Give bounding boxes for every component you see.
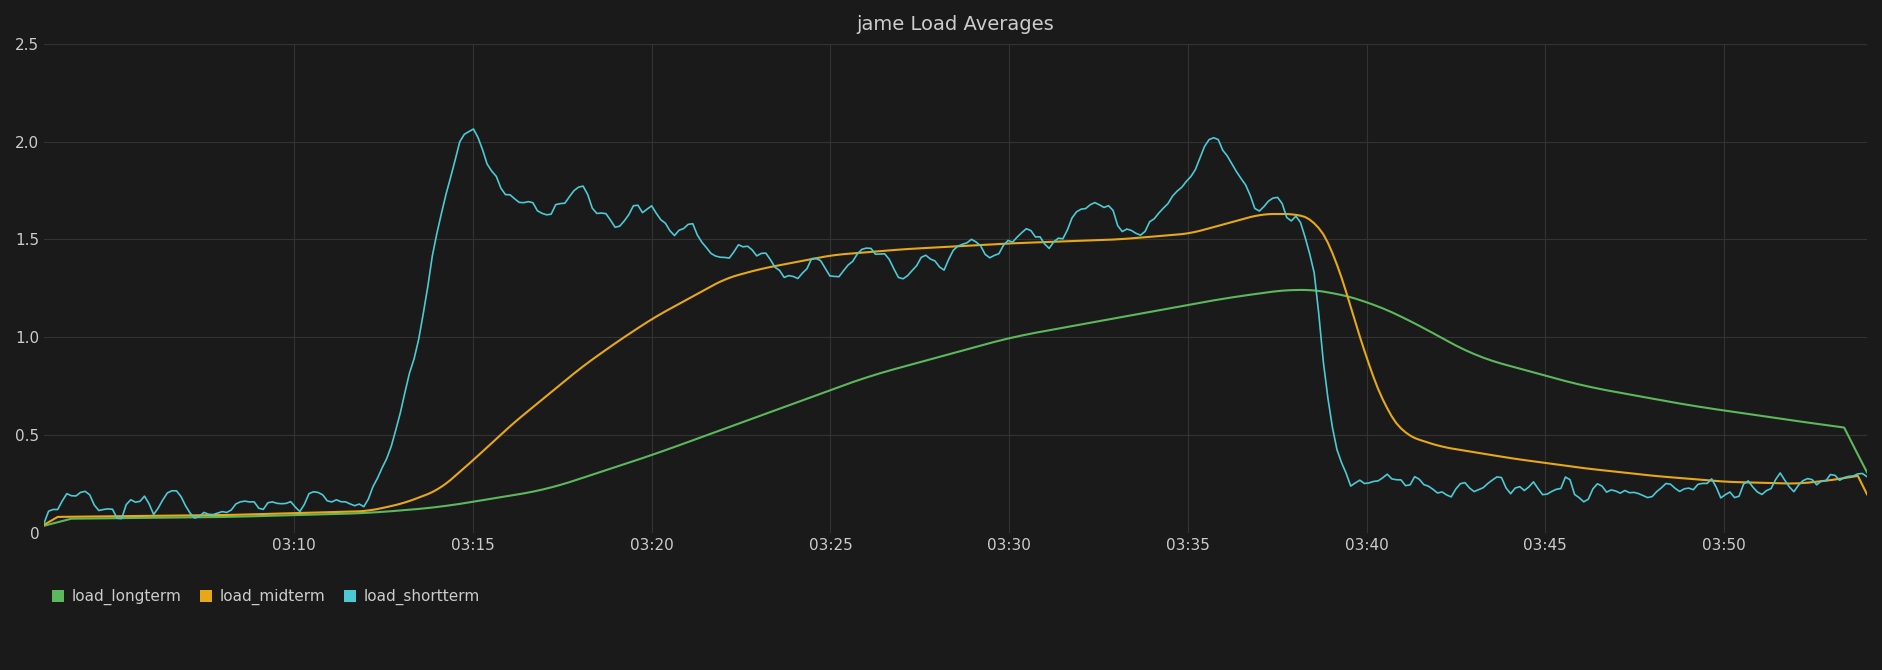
load_shortterm [252,505,275,513]
load_midterm [755,264,777,272]
load_longterm [1289,286,1312,294]
load_shortterm [1184,165,1206,174]
load_midterm [1856,490,1878,498]
Legend: load_longterm, load_midterm, load_shortterm: load_longterm, load_midterm, load_shortt… [51,589,480,606]
load_longterm [627,456,649,464]
load_shortterm [463,125,486,133]
load_longterm [1363,301,1385,309]
Title: jame Load Averages: jame Load Averages [856,15,1054,34]
load_shortterm [1363,478,1385,486]
load_shortterm [630,208,653,216]
load_longterm [32,522,55,530]
Line: load_midterm: load_midterm [43,214,1867,525]
load_longterm [1856,468,1878,476]
load_shortterm [1353,480,1376,488]
load_longterm [755,409,777,417]
load_midterm [1261,210,1284,218]
load_shortterm [1856,473,1878,481]
load_midterm [252,510,275,518]
load_shortterm [32,519,55,527]
load_longterm [1353,297,1376,306]
Line: load_longterm: load_longterm [43,290,1867,526]
load_midterm [627,324,649,332]
load_midterm [1180,228,1203,237]
Line: load_shortterm: load_shortterm [43,129,1867,523]
load_midterm [32,521,55,529]
load_longterm [1180,300,1203,308]
load_longterm [252,512,275,520]
load_shortterm [758,256,781,264]
load_midterm [1363,373,1385,381]
load_midterm [1353,346,1376,354]
